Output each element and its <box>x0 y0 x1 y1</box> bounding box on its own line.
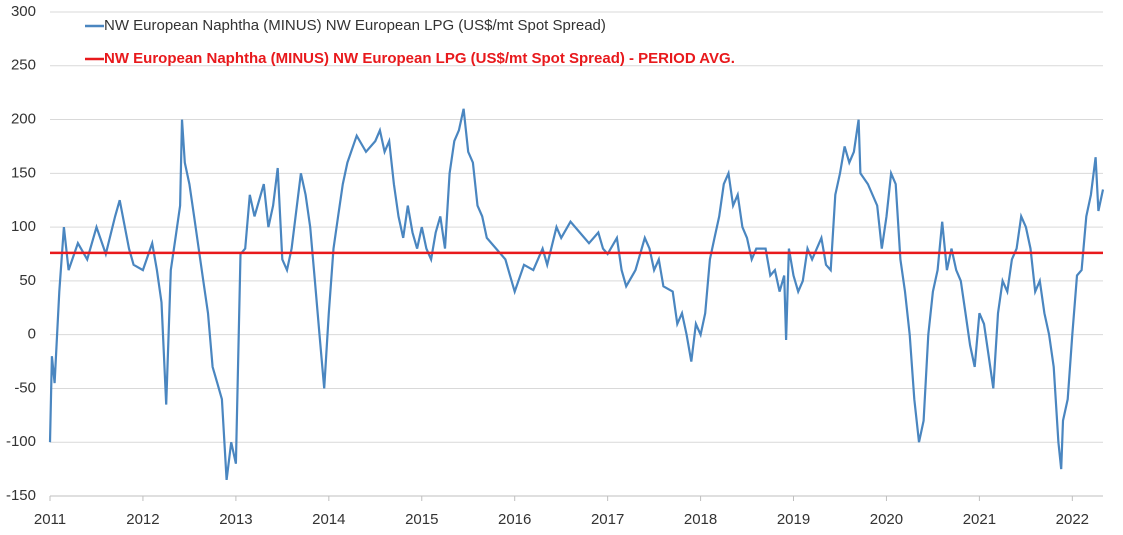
x-tick-label: 2019 <box>777 511 810 528</box>
y-tick-label: 250 <box>11 57 36 74</box>
y-tick-label: -50 <box>14 379 36 396</box>
y-tick-label: -150 <box>6 487 36 504</box>
y-tick-label: 200 <box>11 111 36 128</box>
x-tick-label: 2015 <box>405 511 438 528</box>
x-tick-label: 2014 <box>312 511 345 528</box>
y-tick-label: 50 <box>19 272 36 289</box>
x-tick-label: 2022 <box>1056 511 1089 528</box>
legend-label: NW European Naphtha (MINUS) NW European … <box>104 17 606 34</box>
x-tick-label: 2016 <box>498 511 531 528</box>
x-tick-label: 2011 <box>34 511 66 528</box>
y-tick-label: 150 <box>11 164 36 181</box>
legend-label: NW European Naphtha (MINUS) NW European … <box>104 50 735 67</box>
x-tick-label: 2020 <box>870 511 903 528</box>
x-tick-label: 2018 <box>684 511 717 528</box>
x-tick-label: 2012 <box>126 511 159 528</box>
x-tick-label: 2013 <box>219 511 252 528</box>
y-tick-label: 100 <box>11 218 36 235</box>
x-tick-label: 2021 <box>963 511 996 528</box>
y-tick-label: -100 <box>6 433 36 450</box>
y-tick-label: 0 <box>28 326 36 343</box>
series-line <box>48 108 1105 481</box>
y-tick-label: 300 <box>11 3 36 20</box>
x-tick-label: 2017 <box>591 511 624 528</box>
